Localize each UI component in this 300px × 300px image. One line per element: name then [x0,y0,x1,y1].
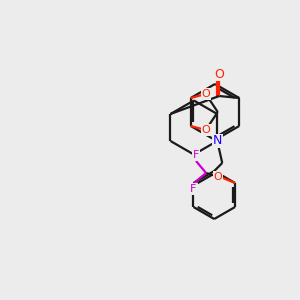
Text: O: O [201,89,210,99]
Text: N: N [213,134,222,148]
Text: F: F [190,184,196,194]
Text: F: F [193,150,199,160]
Text: O: O [214,172,222,182]
Text: O: O [214,68,224,80]
Text: O: O [201,125,210,135]
